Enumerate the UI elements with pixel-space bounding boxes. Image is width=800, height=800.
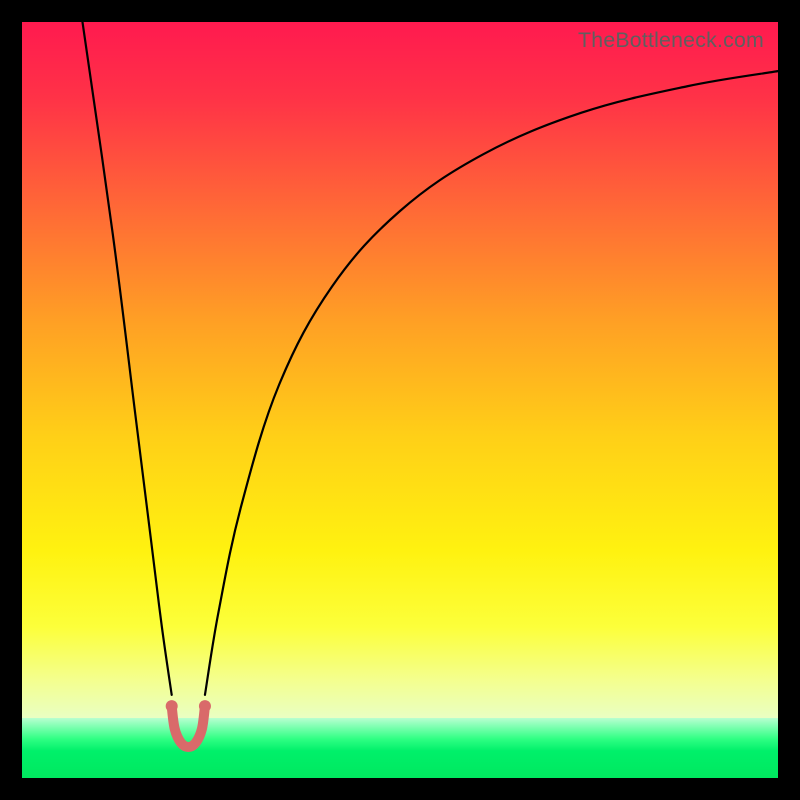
optimum-marker-dot-0 (166, 700, 178, 712)
optimum-marker-u (172, 706, 205, 747)
chart-frame: TheBottleneck.com (0, 0, 800, 800)
curve-layer (22, 22, 778, 778)
plot-area (22, 22, 778, 778)
optimum-marker-dot-1 (199, 700, 211, 712)
watermark-text: TheBottleneck.com (578, 28, 764, 53)
bottleneck-curve-right (205, 71, 778, 695)
bottleneck-curve-left (82, 22, 171, 695)
